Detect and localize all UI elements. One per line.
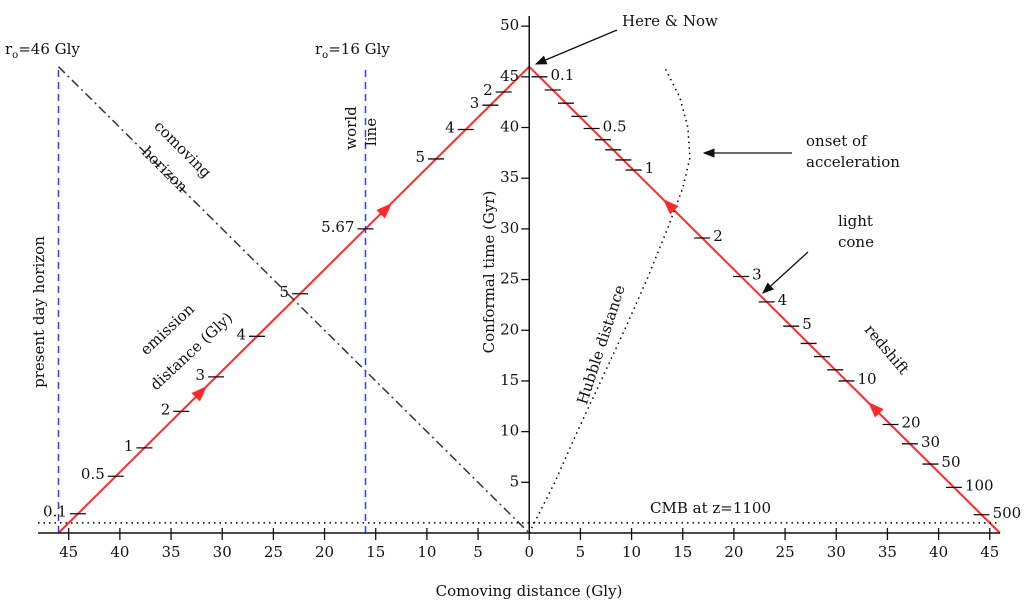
annotation: present day horizon — [30, 236, 48, 388]
cone-tick-label: 4 — [778, 291, 788, 309]
x-tick-label: 25 — [264, 543, 283, 561]
cone-tick-label: 50 — [941, 453, 960, 471]
cone-tick-label: 3 — [470, 94, 480, 112]
cone-ticks-layer: 0.10.5123455.6754320.10.5123451020305010… — [43, 66, 1021, 522]
cone-tick-label: 1 — [645, 159, 655, 177]
lines-layer — [38, 65, 1001, 534]
cone-tick-label: 0.5 — [81, 465, 105, 483]
cone-tick-label: 2 — [161, 400, 171, 418]
annotation-part: r — [5, 40, 13, 58]
annotation-part: =16 Gly — [328, 40, 390, 58]
cone-tick-label: 5.67 — [321, 218, 354, 236]
world-line — [57, 66, 530, 534]
cone-tick-label: 500 — [993, 504, 1022, 522]
annotation: cone — [838, 233, 874, 251]
cone-tick-label: 0.1 — [550, 66, 574, 84]
x-tick-label: 30 — [827, 543, 846, 561]
x-tick-label: 40 — [929, 543, 948, 561]
annotation-arrow — [762, 251, 809, 294]
x-tick-label: 10 — [417, 543, 436, 561]
annotation: acceleration — [806, 153, 900, 171]
annotation: light — [838, 212, 873, 230]
x-tick-label: 20 — [315, 543, 334, 561]
y-tick-label: 5 — [510, 472, 520, 490]
ray-arrow — [868, 402, 884, 418]
annotation: Here & Now — [622, 12, 718, 30]
cone-tick-label: 10 — [857, 370, 876, 388]
x-tick-label: 30 — [213, 543, 232, 561]
annotation-part: r — [315, 40, 323, 58]
annotation: CMB at z=1100 — [650, 499, 771, 517]
x-tick-label: 35 — [878, 543, 897, 561]
cone-tick-label: 0.5 — [603, 118, 627, 136]
x-tick-label: 45 — [980, 543, 999, 561]
x-tick-label: 40 — [110, 543, 129, 561]
annotation: line — [362, 118, 380, 146]
y-tick-label: 10 — [500, 422, 519, 440]
ray-arrow — [663, 199, 679, 215]
y-tick-label: 45 — [500, 67, 519, 85]
annotation: distance (Gly) — [147, 309, 237, 394]
cone-tick-label: 3 — [196, 366, 206, 384]
annotation: onset of — [806, 132, 868, 150]
x-tick-label: 15 — [673, 543, 692, 561]
y-tick-label: 50 — [500, 16, 519, 34]
y-tick-label: 30 — [500, 219, 519, 237]
y-axis-title: Conformal time (Gyr) — [480, 191, 498, 354]
x-tick-label: 20 — [724, 543, 743, 561]
y-tick-label: 40 — [500, 118, 519, 136]
axes-layer: 45 40 35 30 25 20 15 10 5 0 5 10 15 20 25 30 35 40 4551015… — [38, 16, 1000, 561]
x-tick-label: 45 — [59, 543, 78, 561]
annotation: ro=46 Gly — [5, 40, 80, 61]
x-tick-label: 10 — [622, 543, 641, 561]
cone-tick-label: 5 — [802, 315, 812, 333]
cone-tick-label: 1 — [124, 437, 134, 455]
cone-tick-label: 3 — [752, 266, 762, 284]
cone-tick-label: 5 — [416, 148, 426, 166]
cone-tick-label: 2 — [713, 227, 723, 245]
world-line — [528, 65, 1001, 534]
annotation-part: o — [12, 50, 18, 61]
cone-tick-label: 30 — [921, 433, 940, 451]
cone-tick-label: 5 — [279, 283, 289, 301]
cone-tick-label: 4 — [445, 119, 455, 137]
y-tick-label: 15 — [500, 371, 519, 389]
x-tick-label: 35 — [161, 543, 180, 561]
y-tick-label: 20 — [500, 320, 519, 338]
x-tick-label: 25 — [776, 543, 795, 561]
x-tick-label: 5 — [473, 543, 483, 561]
annotation-part: =46 Gly — [18, 40, 80, 58]
annotation: Hubble distance — [573, 283, 629, 407]
x-tick-label: 5 — [576, 543, 586, 561]
annotation: world — [342, 106, 360, 150]
x-axis-title: Comoving distance (Gly) — [436, 582, 623, 600]
cone-tick-label: 20 — [901, 414, 920, 432]
annotation-arrow — [534, 29, 618, 65]
annotation-part: o — [322, 50, 328, 61]
y-tick-label: 25 — [500, 270, 519, 288]
y-tick-label: 35 — [500, 168, 519, 186]
cone-tick-label: 4 — [236, 325, 246, 343]
ray-arrow — [376, 203, 392, 219]
ray-arrow — [191, 386, 207, 402]
cone-tick-label: 0.1 — [43, 503, 67, 521]
cone-tick-label: 2 — [483, 81, 493, 99]
cone-tick-label: 100 — [965, 476, 994, 494]
x-tick-label: 15 — [366, 543, 385, 561]
x-tick-label: 0 — [524, 543, 534, 561]
annotation: ro=16 Gly — [315, 40, 390, 61]
